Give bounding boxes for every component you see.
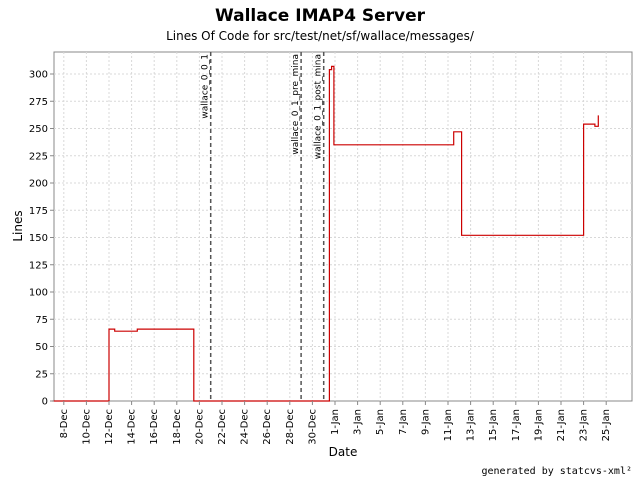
plot-area: [53, 51, 633, 402]
y-tick-label: 175: [29, 206, 48, 217]
x-tick-label: 28-Dec: [285, 409, 296, 445]
series-line: [52, 65, 599, 402]
y-axis-ticks: 0 25 50 75 100 125 150 175 200 225 250 275 300: [29, 70, 54, 408]
x-tick-label: 24-Dec: [240, 409, 251, 445]
y-tick-label: 100: [29, 288, 48, 299]
x-tick-label: 18-Dec: [172, 409, 183, 445]
generated-by-footer: generated by statcvs-xml²: [481, 466, 632, 477]
x-axis-ticks: 8-Dec 10-Dec 12-Dec 14-Dec 16-Dec 18-Dec 20-De…: [59, 401, 612, 445]
version-markers: wallace_0_0_1 wallace_0_1_pre_mina wallace…: [201, 52, 325, 401]
version-marker-label: wallace_0_1_pre_mina: [291, 54, 301, 155]
y-tick-label: 25: [35, 369, 48, 380]
x-tick-label: 14-Dec: [127, 409, 138, 445]
x-tick-label: 9-Jan: [420, 409, 431, 435]
x-axis-label: Date: [329, 445, 358, 459]
y-tick-label: 225: [29, 151, 48, 162]
x-tick-label: 12-Dec: [104, 409, 115, 445]
x-tick-label: 7-Jan: [398, 409, 409, 435]
x-tick-label: 20-Dec: [194, 409, 205, 445]
x-tick-label: 15-Jan: [488, 409, 499, 441]
x-tick-label: 16-Dec: [149, 409, 160, 445]
x-tick-label: 3-Jan: [353, 409, 364, 435]
x-tick-label: 5-Jan: [375, 409, 386, 435]
chart-title: Wallace IMAP4 Server: [215, 6, 426, 26]
x-tick-label: 13-Jan: [466, 409, 477, 441]
chart-subtitle: Lines Of Code for src/test/net/sf/wallac…: [166, 29, 475, 43]
y-tick-label: 250: [29, 124, 48, 135]
series-line-group: [52, 65, 599, 402]
y-tick-label: 0: [42, 397, 48, 408]
x-tick-label: 10-Dec: [81, 409, 92, 445]
x-tick-label: 30-Dec: [307, 409, 318, 445]
version-marker-label: wallace_0_0_1: [201, 54, 211, 119]
x-tick-label: 21-Jan: [556, 409, 567, 441]
y-tick-label: 300: [29, 70, 48, 81]
y-tick-label: 150: [29, 233, 48, 244]
x-tick-label: 1-Jan: [330, 409, 341, 435]
x-tick-label: 26-Dec: [262, 409, 273, 445]
x-tick-label: 8-Dec: [59, 409, 70, 438]
y-tick-label: 125: [29, 260, 48, 271]
x-tick-label: 22-Dec: [217, 409, 228, 445]
y-tick-label: 275: [29, 97, 48, 108]
y-axis-label: Lines: [11, 210, 25, 241]
version-marker-label: wallace_0_1_post_mina: [314, 54, 324, 159]
y-tick-label: 75: [35, 315, 48, 326]
x-tick-label: 11-Jan: [443, 409, 454, 441]
y-tick-label: 200: [29, 179, 48, 190]
x-tick-label: 19-Jan: [533, 409, 544, 441]
grid: [54, 52, 632, 401]
x-tick-label: 25-Jan: [601, 409, 612, 441]
x-tick-label: 23-Jan: [579, 409, 590, 441]
y-tick-label: 50: [35, 342, 48, 353]
x-tick-label: 17-Jan: [511, 409, 522, 441]
